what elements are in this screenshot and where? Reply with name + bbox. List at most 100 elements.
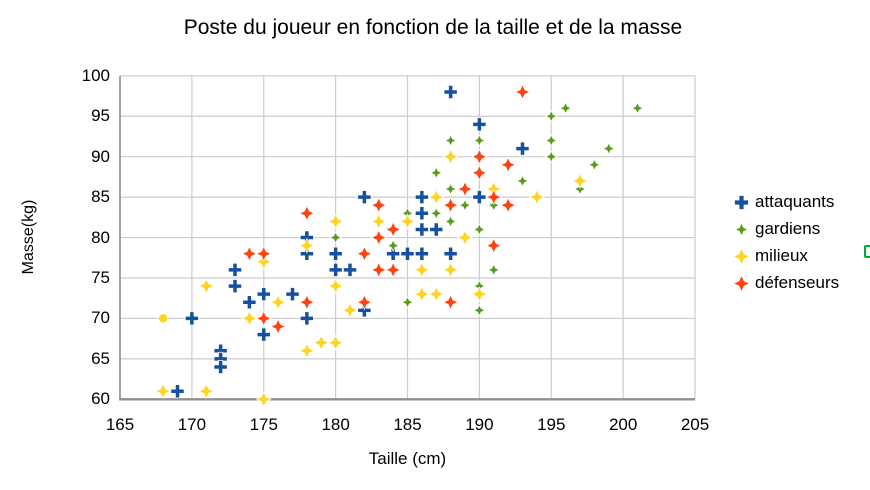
marker-défenseurs <box>471 148 488 165</box>
marker-milieux <box>428 189 445 206</box>
marker-défenseurs <box>241 245 258 262</box>
legend-item-milieux: milieux <box>733 246 839 266</box>
marker-défenseurs <box>370 229 387 246</box>
legend-item-gardiens: gardiens <box>733 219 839 239</box>
marker-milieux <box>198 383 215 400</box>
marker-gardiens <box>444 182 457 196</box>
marker-milieux <box>158 313 169 324</box>
marker-milieux <box>327 334 344 351</box>
gardiens-star-marker-icon <box>736 223 747 235</box>
marker-défenseurs <box>500 197 517 214</box>
marker-attaquants <box>299 230 314 245</box>
marker-défenseurs <box>456 181 474 198</box>
marker-milieux <box>571 172 589 189</box>
marker-attaquants <box>472 190 487 205</box>
marker-attaquants <box>343 262 357 277</box>
marker-gardiens <box>386 239 400 252</box>
y-tick-label: 90 <box>91 146 110 166</box>
marker-attaquants <box>400 246 415 261</box>
marker-attaquants <box>472 117 487 132</box>
legend-label: milieux <box>755 246 808 265</box>
marker-défenseurs <box>442 197 459 214</box>
legend-marker-glyph <box>734 248 749 264</box>
marker-milieux <box>155 383 172 400</box>
marker-attaquants <box>414 222 429 237</box>
marker-gardiens <box>588 158 601 172</box>
marker-défenseurs <box>270 318 287 335</box>
marker-gardiens <box>329 231 342 244</box>
marker-défenseurs <box>255 310 272 327</box>
marker-milieux <box>241 310 258 327</box>
marker-gardiens <box>458 198 472 212</box>
chart-title: Poste du joueur en fonction de la taille… <box>183 16 683 39</box>
marker-milieux <box>313 334 330 351</box>
marker-attaquants <box>414 190 429 205</box>
marker-attaquants <box>184 311 199 326</box>
marker-défenseurs <box>255 245 272 262</box>
attaquants-plus-marker-icon <box>734 195 749 209</box>
x-tick-label: 175 <box>249 415 278 434</box>
marker-attaquants <box>515 141 530 156</box>
marker-gardiens <box>444 215 457 228</box>
marker-gardiens <box>544 134 558 147</box>
marker-défenseurs <box>514 83 531 100</box>
marker-milieux <box>298 237 315 254</box>
x-tick-label: 190 <box>465 415 494 434</box>
marker-défenseurs <box>500 156 517 173</box>
marker-attaquants <box>414 246 429 261</box>
marker-milieux <box>370 213 387 230</box>
marker-attaquants <box>414 206 429 221</box>
marker-milieux <box>298 342 315 359</box>
marker-défenseurs <box>442 294 459 311</box>
marker-attaquants <box>299 311 314 326</box>
marker-défenseurs <box>356 245 373 262</box>
marker-gardiens <box>631 101 644 115</box>
marker-défenseurs <box>298 205 315 222</box>
x-tick-label: 170 <box>177 415 207 434</box>
legend-marker-glyph <box>734 195 749 209</box>
marker-milieux <box>255 253 272 270</box>
marker-gardiens <box>559 101 572 115</box>
marker-attaquants <box>228 262 242 277</box>
y-tick-label: 85 <box>91 187 110 207</box>
marker-gardiens <box>429 206 443 220</box>
marker-gardiens <box>602 142 616 155</box>
marker-milieux <box>528 189 545 206</box>
marker-milieux <box>413 286 430 303</box>
marker-gardiens <box>429 166 443 180</box>
y-tick-label: 100 <box>81 65 110 85</box>
x-tick-label: 195 <box>537 415 566 434</box>
marker-milieux <box>270 294 287 311</box>
marker-défenseurs <box>385 261 402 278</box>
x-tick-label: 200 <box>608 415 638 434</box>
marker-gardiens <box>516 174 529 188</box>
marker-défenseurs <box>370 197 387 214</box>
marker-défenseurs <box>385 221 402 238</box>
legend-marker-glyph <box>734 275 749 291</box>
marker-attaquants <box>256 327 271 342</box>
marker-défenseurs <box>485 189 502 206</box>
marker-attaquants <box>213 360 228 374</box>
marker-défenseurs <box>298 294 315 311</box>
marker-gardiens <box>473 134 486 147</box>
marker-gardiens <box>544 150 558 163</box>
legend-label: attaquants <box>755 192 835 211</box>
y-tick-label: 95 <box>91 106 110 126</box>
x-tick-label: 180 <box>321 415 350 434</box>
marker-milieux <box>442 261 459 278</box>
marker-attaquants <box>328 246 343 261</box>
marker-gardiens <box>473 304 486 317</box>
legend-label: défenseurs <box>755 273 840 292</box>
y-tick-label: 75 <box>91 267 110 287</box>
marker-milieux <box>456 229 474 246</box>
chart-legend: attaquants gardiens milieux défenseurs <box>733 192 839 293</box>
marker-attaquants <box>328 262 343 277</box>
marker-milieux <box>198 278 215 295</box>
marker-milieux <box>413 261 430 278</box>
marker-milieux <box>255 391 272 408</box>
x-tick-label: 205 <box>680 415 710 434</box>
marker-gardiens <box>573 182 587 196</box>
marker-gardiens <box>487 198 501 212</box>
milieux-star-marker-icon <box>734 248 749 264</box>
